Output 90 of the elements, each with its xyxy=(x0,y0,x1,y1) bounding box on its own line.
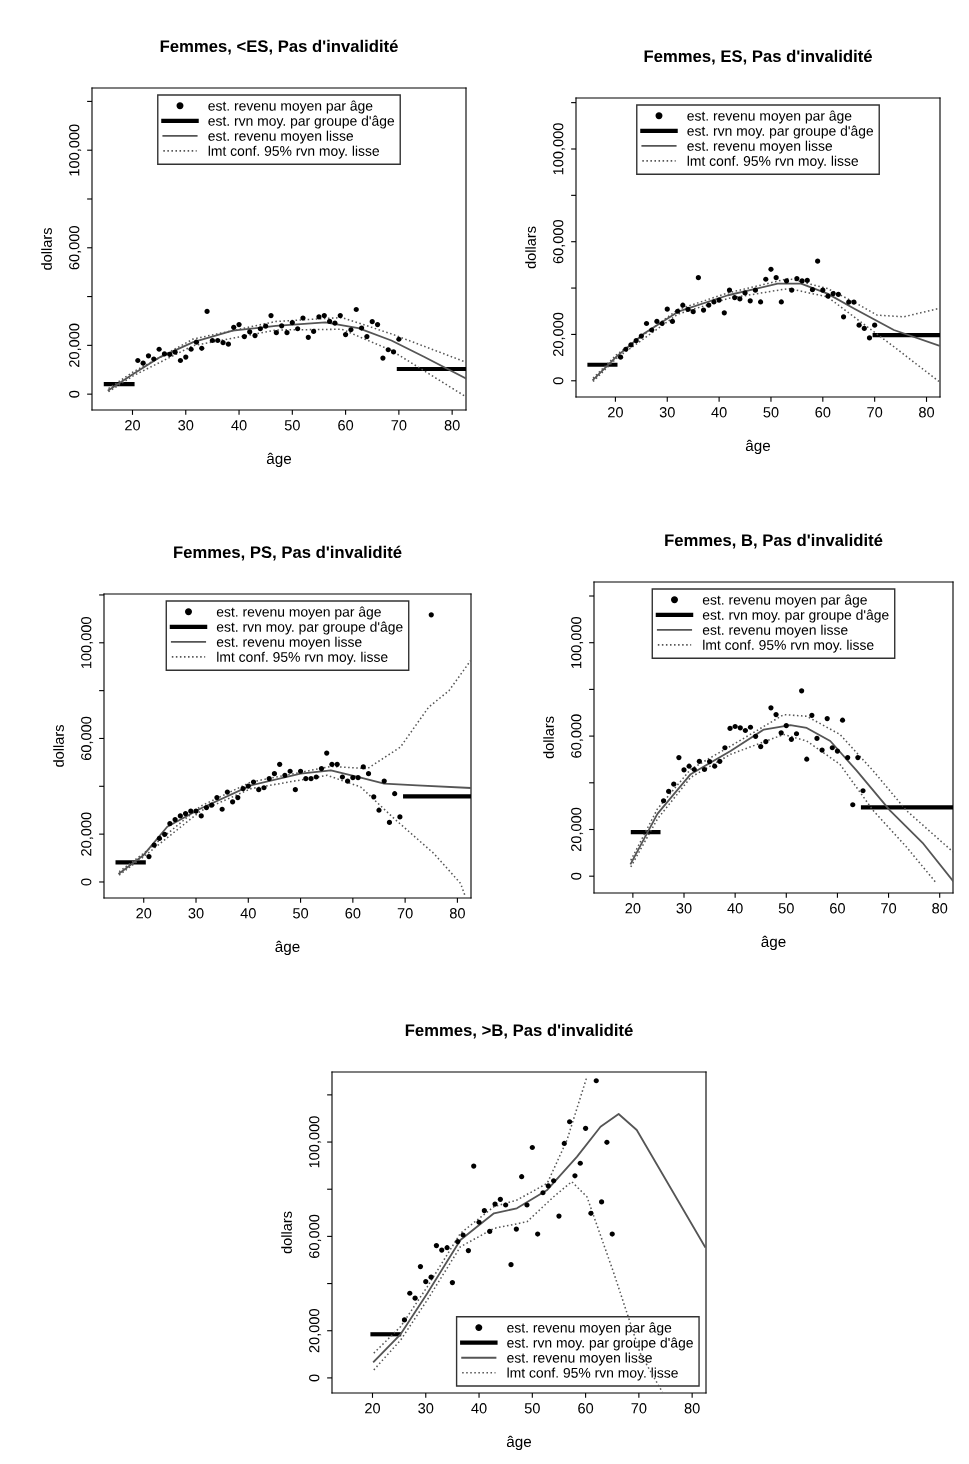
y-tick-label: 60,000 xyxy=(81,716,94,761)
x-tick-label: 20 xyxy=(625,903,641,914)
y-tick-label: 20,000 xyxy=(309,1309,322,1353)
y-axis-title: dollars xyxy=(525,226,536,269)
x-tick-label: 60 xyxy=(578,1403,594,1414)
legend-label: est. revenu moyen lisse xyxy=(702,624,848,638)
chart-title: Femmes, ES, Pas d'invalidité xyxy=(644,49,872,65)
x-tick-label: 60 xyxy=(830,903,845,914)
y-tick-label: 0 xyxy=(571,872,582,880)
x-tick-label: 40 xyxy=(240,908,256,919)
x-tick-label: 30 xyxy=(418,1403,434,1414)
x-tick-label: 80 xyxy=(932,903,948,914)
y-axis-title: dollars xyxy=(543,716,554,759)
x-tick-label: 50 xyxy=(293,908,309,919)
y-tick-label: 20,000 xyxy=(553,312,566,356)
x-tick-label: 40 xyxy=(711,407,727,418)
x-tick-label: 80 xyxy=(684,1403,700,1414)
legend-label: est. revenu moyen lisse xyxy=(687,140,833,154)
x-tick-label: 30 xyxy=(676,903,692,914)
y-tick-label: 100,000 xyxy=(69,124,82,176)
x-tick-label: 70 xyxy=(397,908,413,919)
x-tick-label: 20 xyxy=(125,420,141,431)
legend-label: est. revenu moyen par âge xyxy=(208,100,373,114)
y-tick-label: 60,000 xyxy=(69,226,82,270)
legend-label: lmt conf. 95% rvn moy. lisse xyxy=(507,1367,678,1381)
y-tick-label: 100,000 xyxy=(553,123,566,175)
x-tick-label: 20 xyxy=(136,908,152,919)
x-tick-label: 60 xyxy=(338,420,354,431)
x-axis-title: âge xyxy=(745,439,771,455)
x-tick-label: 80 xyxy=(449,908,465,919)
chart-title: Femmes, <ES, Pas d'invalidité xyxy=(160,39,398,55)
y-tick-label: 100,000 xyxy=(571,616,584,668)
x-tick-label: 50 xyxy=(284,420,300,431)
x-axis-title: âge xyxy=(761,935,786,951)
y-axis-title: dollars xyxy=(53,725,64,767)
chart-title: Femmes, PS, Pas d'invalidité xyxy=(174,545,402,561)
legend-label: est. rvn moy. par groupe d'âge xyxy=(687,125,874,139)
x-tick-label: 70 xyxy=(881,903,897,914)
legend-label: est. rvn moy. par groupe d'âge xyxy=(702,609,889,623)
x-tick-label: 70 xyxy=(867,407,883,418)
x-tick-label: 60 xyxy=(345,908,361,919)
x-tick-label: 30 xyxy=(178,420,194,431)
legend-label: est. revenu moyen par âge xyxy=(507,1322,672,1336)
y-tick-label: 100,000 xyxy=(81,617,94,669)
x-tick-label: 20 xyxy=(608,407,623,418)
x-tick-label: 40 xyxy=(727,903,743,914)
y-tick-label: 20,000 xyxy=(69,323,82,367)
x-axis-title: âge xyxy=(275,940,300,956)
chart-title: Femmes, >B, Pas d'invalidité xyxy=(405,1023,633,1039)
y-tick-label: 0 xyxy=(81,878,92,886)
x-tick-label: 30 xyxy=(188,908,204,919)
y-tick-label: 0 xyxy=(553,377,564,385)
chart-title: Femmes, B, Pas d'invalidité xyxy=(665,533,883,549)
y-tick-label: 60,000 xyxy=(309,1214,322,1258)
legend-label: est. rvn moy. par groupe d'âge xyxy=(208,115,395,129)
x-tick-label: 80 xyxy=(919,407,935,418)
legend-label: est. revenu moyen par âge xyxy=(702,594,867,608)
legend-label: est. revenu moyen lisse xyxy=(208,130,354,144)
legend-label: lmt conf. 95% rvn moy. lisse xyxy=(217,651,388,665)
y-axis-title: dollars xyxy=(281,1211,292,1254)
x-tick-label: 40 xyxy=(471,1403,487,1414)
legend-label: est. revenu moyen par âge xyxy=(216,606,381,620)
x-tick-label: 60 xyxy=(815,407,831,418)
y-tick-label: 60,000 xyxy=(553,219,566,264)
legend-label: est. revenu moyen lisse xyxy=(216,636,362,650)
legend-label: est. revenu moyen lisse xyxy=(507,1352,652,1366)
y-tick-label: 20,000 xyxy=(571,807,584,852)
y-tick-label: 20,000 xyxy=(81,812,94,856)
legend-label: est. revenu moyen par âge xyxy=(687,110,852,124)
x-tick-label: 70 xyxy=(631,1403,647,1414)
x-tick-label: 50 xyxy=(778,903,794,914)
x-axis-title: âge xyxy=(506,1435,532,1451)
y-tick-label: 100,000 xyxy=(309,1116,322,1168)
legend-label: lmt conf. 95% rvn moy. lisse xyxy=(687,155,859,169)
y-tick-label: 0 xyxy=(309,1374,320,1382)
y-tick-label: 0 xyxy=(69,390,80,398)
x-tick-label: 70 xyxy=(391,420,407,431)
x-axis-title: âge xyxy=(266,452,292,468)
y-axis-title: dollars xyxy=(41,228,52,270)
legend-label: lmt conf. 95% rvn moy. lisse xyxy=(703,639,874,653)
x-tick-label: 80 xyxy=(444,420,460,431)
legend-label: lmt conf. 95% rvn moy. lisse xyxy=(208,145,380,159)
legend-label: est. rvn moy. par groupe d'âge xyxy=(507,1337,693,1351)
x-tick-label: 40 xyxy=(231,420,247,431)
x-tick-label: 50 xyxy=(524,1403,540,1414)
x-tick-label: 50 xyxy=(763,407,779,418)
legend-label: est. rvn moy. par groupe d'âge xyxy=(216,621,403,635)
y-tick-label: 60,000 xyxy=(571,714,584,758)
x-tick-label: 30 xyxy=(659,407,675,418)
x-tick-label: 20 xyxy=(365,1403,381,1414)
